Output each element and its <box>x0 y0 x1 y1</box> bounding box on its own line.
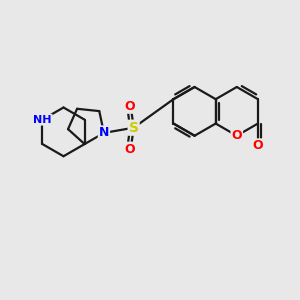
Text: O: O <box>232 129 242 142</box>
Text: NH: NH <box>33 115 52 125</box>
Text: O: O <box>253 139 263 152</box>
Text: O: O <box>124 100 135 113</box>
Text: N: N <box>99 126 109 140</box>
Text: S: S <box>129 121 139 135</box>
Text: O: O <box>124 142 135 156</box>
